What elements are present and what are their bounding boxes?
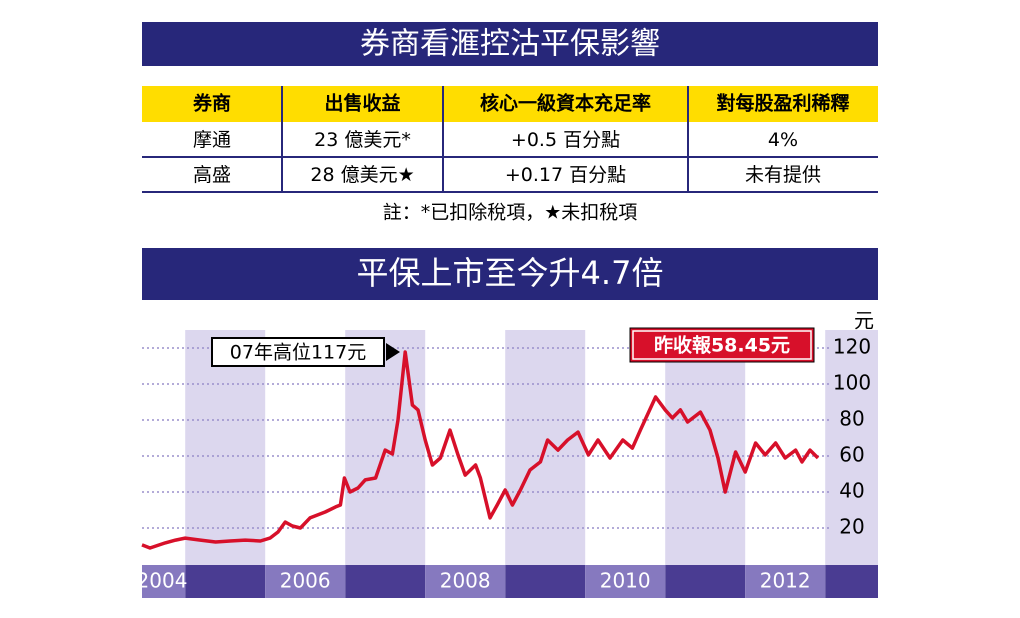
y-tick-label: 100 (833, 371, 871, 395)
year-band-light (142, 565, 186, 598)
peak-callout-box (211, 337, 385, 367)
year-shade (665, 330, 746, 565)
year-band-dark (665, 565, 746, 598)
chart-title: 平保上市至今升4.7倍 (357, 254, 664, 292)
year-shade (825, 330, 878, 565)
chart-title-bar (142, 248, 878, 300)
table-header: 券商 (192, 92, 231, 115)
year-band-dark (185, 565, 266, 598)
table-header: 核心一級資本充足率 (480, 92, 651, 115)
x-tick-label: 2012 (760, 569, 811, 593)
table-header-bg (142, 86, 878, 122)
y-tick-label: 120 (833, 335, 871, 359)
table-cell: 4% (768, 129, 798, 151)
table-cell: +0.5 百分點 (511, 129, 620, 151)
peak-callout-arrow (386, 343, 400, 361)
y-tick-label: 20 (839, 515, 864, 539)
table-cell: 23 億美元* (314, 129, 411, 151)
year-band-light (425, 565, 506, 598)
x-tick-label: 2006 (280, 569, 331, 593)
table-header: 出售收益 (324, 92, 400, 115)
table-title-bar (142, 22, 878, 66)
table-cell: 高盛 (193, 164, 231, 186)
year-band-light (585, 565, 666, 598)
x-tick-label: 2008 (440, 569, 491, 593)
table-cell: 未有提供 (745, 164, 821, 186)
x-tick-label: 2010 (600, 569, 651, 593)
year-band-light (745, 565, 826, 598)
table-cell: 28 億美元★ (310, 164, 414, 186)
close-callout-inner (632, 330, 812, 360)
table-header: 對每股盈利稀釋 (716, 92, 849, 115)
y-tick-label: 40 (839, 479, 864, 503)
y-tick-label: 60 (839, 443, 864, 467)
year-band-light (265, 565, 346, 598)
table-cell: 摩通 (193, 129, 231, 151)
table-cell: +0.17 百分點 (505, 164, 626, 186)
year-shade (185, 330, 266, 565)
y-unit: 元 (854, 309, 874, 333)
year-band-dark (345, 565, 426, 598)
year-band-dark (825, 565, 878, 598)
peak-callout: 07年高位117元 (230, 342, 366, 364)
year-shade (345, 330, 426, 565)
table-title: 券商看滙控沽平保影響 (360, 27, 660, 62)
x-tick-label: 2004 (137, 569, 188, 593)
year-band-dark (505, 565, 586, 598)
y-tick-label: 80 (839, 407, 864, 431)
close-callout: 昨收報58.45元 (654, 334, 790, 357)
price-line (141, 350, 820, 550)
table-note: 註：*已扣除稅項，★未扣稅項 (383, 202, 638, 224)
close-callout-box (629, 327, 815, 363)
